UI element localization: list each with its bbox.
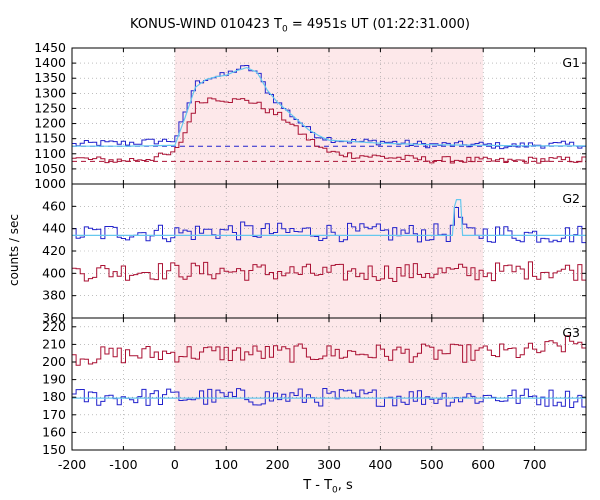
series-1-blue-histogram [72,207,586,244]
x-tick-label: 500 [420,457,444,472]
y-tick-label: 170 [42,407,66,422]
y-tick-label: 420 [42,243,66,258]
series-2-red-histogram [72,335,586,366]
x-tick-label: 200 [266,457,290,472]
y-tick-label: 1200 [34,116,66,131]
panel-label: G3 [562,325,580,340]
x-tick-label: 700 [523,457,547,472]
chart-title: KONUS-WIND 010423 T0 = 4951s UT (01:22:3… [130,17,470,35]
x-tick-label: 0 [171,457,179,472]
y-tick-label: 210 [42,336,66,351]
y-tick-label: 160 [42,424,66,439]
x-tick-label: -100 [109,457,137,472]
y-tick-label: 150 [42,442,66,457]
y-tick-label: 1450 [34,40,66,55]
series-1-model-curve [72,199,586,236]
series-0-blue-histogram [72,65,586,150]
y-tick-label: 1150 [34,131,66,146]
y-tick-label: 1400 [34,55,66,70]
y-axis-label: counts / sec [7,214,21,287]
y-tick-label: 1250 [34,100,66,115]
x-tick-label: 100 [214,457,238,472]
y-tick-label: 1350 [34,70,66,85]
x-tick-label: -200 [58,457,86,472]
series-0-model-curve [72,66,586,147]
y-tick-label: 460 [42,198,66,213]
y-tick-label: 360 [42,310,66,325]
y-tick-label: 190 [42,372,66,387]
y-tick-label: 180 [42,389,66,404]
y-tick-label: 1000 [34,176,66,191]
x-tick-label: 400 [368,457,392,472]
shaded-interval [174,318,484,450]
y-tick-label: 400 [42,265,66,280]
panel-label: G2 [562,191,580,206]
y-tick-label: 220 [42,319,66,334]
series-0-red-histogram [72,97,586,164]
x-axis-label: T - T0, s [303,478,353,496]
x-tick-label: 600 [471,457,495,472]
x-tick-label: 300 [317,457,341,472]
y-tick-label: 200 [42,354,66,369]
y-tick-label: 1300 [34,85,66,100]
y-tick-label: 380 [42,288,66,303]
y-tick-label: 1100 [34,146,66,161]
y-tick-label: 1050 [34,161,66,176]
series-1-red-histogram [72,261,586,282]
y-tick-label: 440 [42,221,66,236]
panel-label: G1 [562,55,580,70]
